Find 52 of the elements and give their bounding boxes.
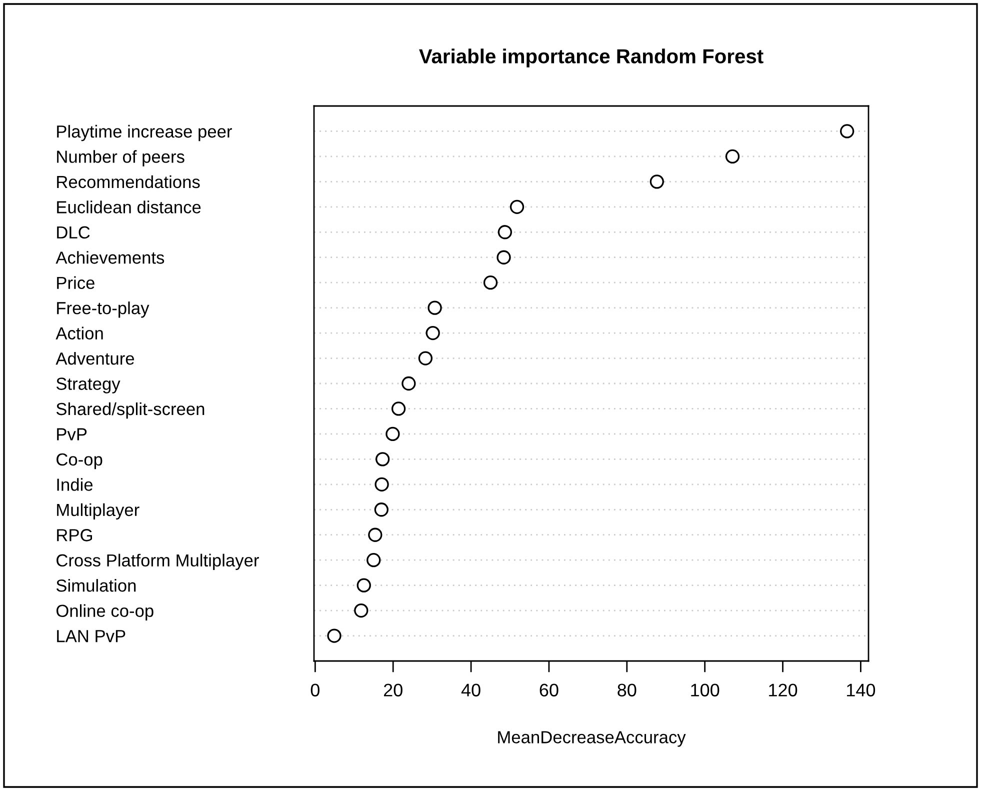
- x-tick-label: 120: [769, 684, 798, 696]
- y-tick-label: Action: [56, 326, 103, 340]
- y-tick-label: Co-op: [56, 453, 102, 470]
- y-tick-label: Strategy: [56, 378, 120, 394]
- x-tick-label: 20: [384, 684, 402, 696]
- y-tick-label: RPG: [57, 529, 92, 542]
- point: [386, 426, 400, 442]
- x-tick-label: 140: [847, 684, 876, 696]
- point: [354, 603, 368, 618]
- x-axis-title: MeanDecreaseAccuracy: [498, 731, 686, 747]
- point: [483, 276, 498, 290]
- y-tick-label: Price: [57, 276, 94, 290]
- point: [840, 124, 854, 138]
- point: [428, 300, 442, 315]
- point: [391, 402, 406, 416]
- point: [725, 149, 740, 164]
- point: [426, 326, 440, 340]
- point: [402, 376, 416, 391]
- y-tick-label: Cross Platform Multiplayer: [56, 554, 259, 570]
- point: [418, 351, 433, 366]
- x-tick-label: 80: [618, 684, 636, 696]
- y-tick-label: DLC: [57, 226, 90, 239]
- point: [368, 528, 382, 542]
- x-tick-label: 40: [461, 684, 480, 696]
- point: [375, 452, 390, 466]
- chart-title: Variable importance Random Forest: [419, 48, 764, 68]
- point: [496, 250, 511, 264]
- y-tick-label: Number of peers: [57, 150, 184, 166]
- point: [374, 502, 388, 517]
- point: [356, 578, 371, 592]
- y-tick-label: Adventure: [56, 352, 134, 365]
- y-tick-label: Online co-op: [56, 604, 154, 620]
- y-tick-label: Shared/split-screen: [56, 402, 204, 419]
- y-tick-label: Free-to-play: [57, 302, 150, 318]
- x-tick-label: 60: [540, 684, 558, 696]
- y-tick-label: Multiplayer: [57, 503, 140, 520]
- y-tick-label: LAN PvP: [57, 630, 126, 642]
- x-tick-label: 0: [310, 684, 320, 696]
- point: [498, 225, 512, 240]
- y-tick-label: Playtime increase peer: [57, 124, 232, 142]
- y-tick-label: Achievements: [56, 251, 164, 264]
- x-tick-label: 100: [691, 684, 720, 696]
- point: [374, 477, 389, 492]
- point: [327, 628, 342, 643]
- y-tick-label: PvP: [57, 428, 87, 440]
- point: [650, 174, 664, 189]
- y-tick-label: Simulation: [56, 579, 136, 592]
- point: [510, 200, 524, 214]
- y-tick-label: Indie: [57, 478, 93, 491]
- y-tick-label: Recommendations: [57, 175, 200, 188]
- y-tick-label: Euclidean distance: [57, 200, 201, 214]
- point: [366, 553, 381, 568]
